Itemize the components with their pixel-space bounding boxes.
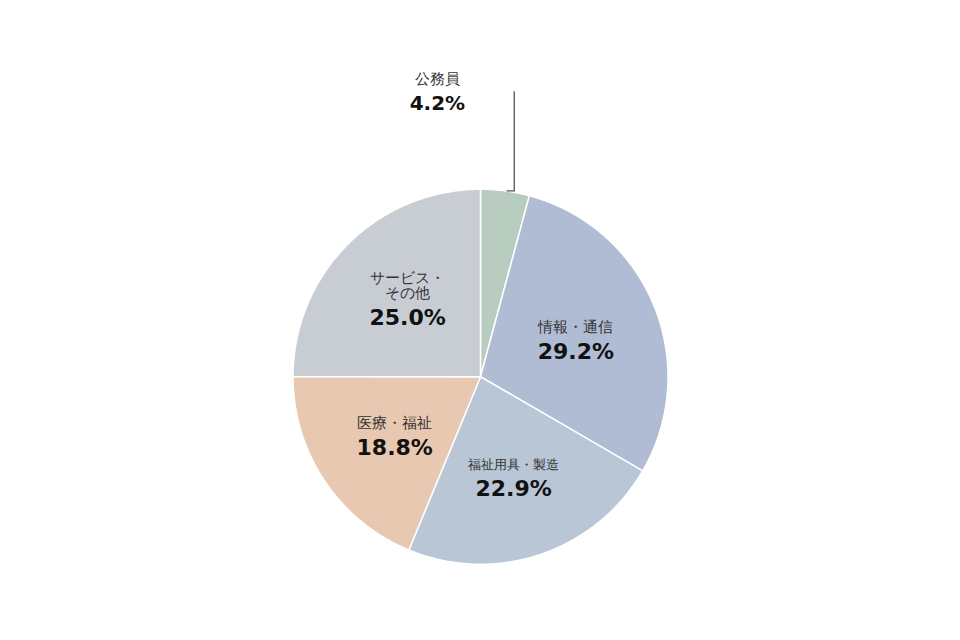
svg-text:医療・福祉: 医療・福祉: [357, 414, 432, 432]
svg-text:18.8%: 18.8%: [357, 435, 433, 460]
svg-text:サービス・その他: サービス・その他: [370, 269, 445, 302]
svg-text:29.2%: 29.2%: [538, 339, 614, 364]
svg-text:22.9%: 22.9%: [475, 476, 551, 501]
svg-text:公務員: 公務員: [415, 70, 460, 88]
svg-text:25.0%: 25.0%: [369, 305, 445, 330]
svg-text:福祉用具・製造: 福祉用具・製造: [468, 457, 559, 472]
svg-text:情報・通信: 情報・通信: [537, 318, 613, 336]
svg-text:4.2%: 4.2%: [410, 91, 465, 115]
